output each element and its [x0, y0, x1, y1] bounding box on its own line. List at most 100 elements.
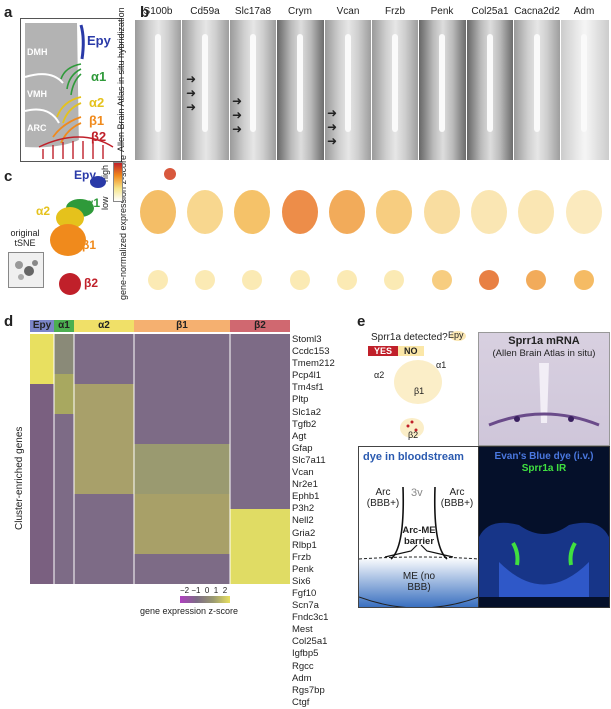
gene-label: Tgfb2 — [292, 418, 317, 430]
tsne-panel — [140, 168, 602, 290]
gene-title: Penk — [430, 6, 454, 17]
panel-label-b: b — [140, 4, 150, 21]
cluster-band: β1 — [134, 320, 230, 332]
ish-image — [466, 20, 514, 160]
gene-label: Vcan — [292, 467, 314, 479]
gene-label: Nr2e1 — [292, 479, 318, 491]
heatmap-gene-list: Stoml3 Ccdc153 Tmem212 Pcp4l1 Tm4sf1 Plt… — [292, 334, 348, 709]
gene-label: Ephb1 — [292, 491, 320, 503]
sprr1a-mrna-image: Sprr1a mRNA (Allen Brain Atlas in situ) — [478, 332, 610, 446]
original-tsne-thumbnail — [8, 252, 44, 288]
v3-label: 3v — [411, 487, 423, 499]
gene-label: P3h2 — [292, 503, 315, 515]
gene-title: S100b — [143, 6, 173, 17]
gene-label: Pcp4l1 — [292, 370, 322, 382]
epy-line — [79, 24, 85, 60]
colorscale — [113, 162, 123, 202]
a2-label: α2 — [89, 95, 105, 110]
cluster-band-label: Epy — [32, 320, 52, 331]
gene-label: Ccdc153 — [292, 346, 330, 358]
yes-badge: YES — [368, 346, 399, 356]
panel-label-c: c — [4, 168, 13, 185]
c-a2-label: α2 — [36, 204, 51, 218]
ish-image: ➜ ➜ ➜ — [324, 20, 372, 160]
ish-side-label: Allen Brain Atlas in situ hybridization — [116, 7, 126, 152]
heatmap-colorbar — [180, 596, 230, 603]
heatmap — [30, 334, 290, 584]
arc-left-label: Arc (BBB+) — [366, 487, 400, 509]
cluster-tsne: Epy α1 α2 β1 β2 — [30, 168, 110, 298]
dye-title: dye in bloodstream — [363, 451, 464, 463]
gene-label: Fgf10 — [292, 587, 317, 599]
a2-lines — [56, 96, 82, 124]
ish-image — [371, 20, 419, 160]
expression-tsne-plots — [140, 168, 602, 290]
heatmap-blocks — [30, 334, 290, 584]
cluster-band: Epy — [30, 320, 54, 332]
gene-title: Adm — [573, 6, 595, 17]
gene-label: Stoml3 — [292, 334, 322, 345]
cluster-tsne-plot — [50, 176, 106, 295]
dmh-region — [25, 23, 81, 148]
gene-label: Tm4sf1 — [292, 382, 324, 394]
cluster-bar: Epy α1 α2 β1 β2 — [30, 320, 290, 332]
arc-label: ARC — [27, 123, 47, 133]
e-b2-label: β2 — [408, 430, 419, 440]
mrna-title: Sprr1a mRNA — [508, 335, 580, 347]
mrna-subtitle: (Allen Brain Atlas in situ) — [492, 348, 596, 359]
b1-label: β1 — [89, 113, 105, 128]
gene-label: Igfbp5 — [292, 648, 319, 660]
e-a2-label: α2 — [374, 370, 385, 380]
gene-label: Mest — [292, 624, 313, 636]
panel-label-d: d — [4, 313, 14, 330]
c-a1-label: α1 — [86, 196, 101, 210]
bbb-diagram — [358, 486, 480, 609]
cluster-band-label: α2 — [98, 320, 110, 331]
cluster-band-label: β2 — [254, 320, 266, 331]
ish-image — [276, 20, 325, 160]
ish-image: ➜ ➜ ➜ — [181, 20, 230, 160]
dmh-label: DMH — [27, 47, 48, 57]
gene-label: Slc1a2 — [292, 406, 322, 418]
me-label: ME (no BBB) — [402, 571, 436, 593]
cluster-band-label: α1 — [58, 320, 70, 331]
cluster-band-label: β1 — [176, 320, 188, 331]
sprr1a-ir-label: Sprr1a IR — [521, 463, 567, 474]
mrna-brain-section — [488, 363, 600, 427]
panel-label-e: e — [357, 313, 366, 330]
gene-label: Six6 — [292, 575, 311, 587]
gene-label: Col25a1 — [292, 636, 328, 648]
vmh-label: VMH — [27, 89, 47, 99]
gene-title: Frzb — [385, 6, 405, 17]
arrow-icon: ➜ ➜ ➜ — [186, 72, 197, 114]
b2-lines — [38, 136, 114, 159]
gene-label: Rgcc — [292, 660, 314, 672]
panel-a-schematic: DMH VMH ARC Epy α1 α2 β1 β2 — [20, 18, 122, 162]
arrow-icon: ➜ ➜ ➜ — [232, 94, 243, 136]
panel-label-a: a — [4, 4, 13, 21]
evans-blue-section — [479, 522, 609, 597]
ish-image — [134, 20, 182, 160]
gene-label: Pltp — [292, 394, 309, 406]
gene-label: Rlbp1 — [292, 539, 317, 551]
original-tsne-label: original tSNE — [10, 228, 40, 248]
colorbar-ticks: −2 −1 0 1 2 — [180, 586, 228, 595]
gene-label: Agt — [292, 430, 307, 442]
c-b1-label: β1 — [82, 238, 96, 252]
e-b1-label: β1 — [414, 386, 425, 396]
cluster-band: β2 — [230, 320, 290, 332]
ish-image — [513, 20, 561, 160]
ish-image-row: ➜ ➜ ➜ ➜ ➜ ➜ ➜ ➜ ➜ — [134, 20, 609, 160]
arrow-icon: ➜ ➜ ➜ — [327, 106, 338, 148]
ish-image — [560, 20, 609, 160]
barrier-label: Arc-ME barrier — [402, 525, 436, 547]
gene-title: Slc17a8 — [234, 6, 272, 17]
gene-title-row: S100b Cd59a Slc17a8 Crym Vcan Frzb Penk … — [134, 6, 608, 20]
gene-title: Cacna2d2 — [514, 6, 560, 17]
gene-label: Gfap — [292, 442, 313, 454]
gene-label: Tmem212 — [292, 358, 335, 370]
colorbar-label: gene expression z-score — [140, 606, 239, 616]
gene-title: Vcan — [336, 6, 360, 17]
gene-label: Scn7a — [292, 600, 319, 612]
c-b2-label: β2 — [84, 276, 98, 290]
